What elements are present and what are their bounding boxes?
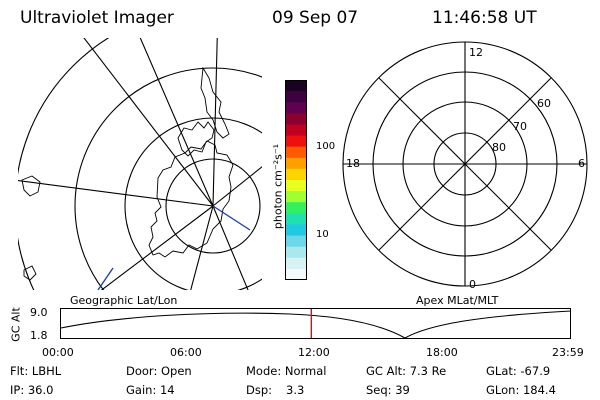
meridian <box>190 205 214 290</box>
alt-ytick-9: 9.0 <box>30 306 48 319</box>
mlat-label-60: 60 <box>537 97 551 110</box>
mlt-line <box>378 77 552 251</box>
dsp-value: 3.3 <box>286 383 305 397</box>
alt-xtick-4: 23:59 <box>552 346 584 359</box>
meridian <box>212 38 218 207</box>
mlt-label-12: 12 <box>469 46 483 59</box>
altitude-plot <box>60 308 572 339</box>
colorbar-swatch <box>285 213 307 225</box>
colorbar-swatch <box>285 157 307 170</box>
color-scale-bar <box>285 80 307 280</box>
colorbar-swatch <box>285 257 307 270</box>
mlat-label-80: 80 <box>492 141 506 154</box>
left-map-label: Geographic Lat/Lon <box>70 294 178 307</box>
mlat-label-70: 70 <box>513 120 527 133</box>
alt-xtick-0: 00:00 <box>42 346 74 359</box>
coastline <box>21 175 41 197</box>
colorbar-swatch <box>285 135 307 148</box>
colorbar-swatch <box>285 168 307 181</box>
meridian <box>83 38 214 207</box>
alt-ytick-1-8: 1.8 <box>30 329 48 342</box>
colorbar-frame <box>285 80 307 280</box>
meridian <box>100 205 214 290</box>
meridian <box>18 180 214 207</box>
alt-plot-ylabel: GC Alt <box>9 307 23 342</box>
date-label: 09 Sep 07 <box>272 8 359 28</box>
colorbar-unit-label: photon cm⁻²s⁻¹ <box>271 143 285 230</box>
ip-info: IP: 36.0 <box>10 383 54 397</box>
meridian <box>139 38 214 207</box>
colorbar-swatch <box>285 102 307 114</box>
gain-info: Gain: 14 <box>126 383 175 397</box>
dsp-label: Dsp: <box>246 383 273 397</box>
colorbar-tick-100: 100 <box>316 141 336 152</box>
colorbar-swatch <box>285 113 307 125</box>
mlat-mlt-polar-grid <box>342 41 588 287</box>
mlt-label-6: 6 <box>578 157 585 170</box>
colorbar-swatch <box>285 235 307 248</box>
filter-info: Flt: LBHL <box>10 364 62 378</box>
glon-info: GLon: 184.4 <box>486 383 556 397</box>
mlt-label-18: 18 <box>346 157 360 170</box>
door-info: Door: Open <box>126 364 192 378</box>
alt-xtick-3: 18:00 <box>426 346 458 359</box>
mode-info: Mode: Normal <box>246 364 327 378</box>
app-title: Ultraviolet Imager <box>20 8 174 28</box>
colorbar-swatch <box>285 124 307 137</box>
altitude-curve <box>60 310 572 339</box>
coastline <box>23 265 37 281</box>
colorbar-swatch <box>285 268 307 280</box>
gc-altitude-info: GC Alt: 7.3 Re <box>366 364 447 378</box>
colorbar-swatch <box>285 180 307 192</box>
meridian <box>212 205 249 290</box>
meridian <box>212 166 262 207</box>
seq-info: Seq: 39 <box>366 383 410 397</box>
colorbar-swatch <box>285 91 307 103</box>
lat-ring <box>74 67 262 290</box>
orbit-track <box>212 205 251 231</box>
colorbar-swatch <box>285 202 307 214</box>
coastline <box>177 121 215 157</box>
orbit-track <box>97 267 114 290</box>
right-map-label: Apex MLat/MLT <box>416 294 499 307</box>
coastline <box>200 66 230 139</box>
colorbar-swatch <box>285 80 307 92</box>
lat-ring <box>165 158 261 254</box>
glat-info: GLat: -67.9 <box>486 364 551 378</box>
colorbar-tick-10: 10 <box>316 229 329 240</box>
alt-xtick-2: 12:00 <box>298 346 330 359</box>
colorbar-swatch <box>285 191 307 203</box>
coastline <box>148 140 234 258</box>
colorbar-swatch <box>285 146 307 159</box>
lat-ring <box>124 117 262 290</box>
geographic-map <box>18 38 262 290</box>
alt-xtick-1: 06:00 <box>170 346 202 359</box>
alt-plot-frame <box>60 308 571 339</box>
colorbar-swatch <box>285 246 307 259</box>
lat-ring <box>18 38 110 290</box>
mlt-label-0: 0 <box>469 278 476 291</box>
colorbar-swatch <box>285 224 307 237</box>
time-label: 11:46:58 UT <box>432 8 537 28</box>
